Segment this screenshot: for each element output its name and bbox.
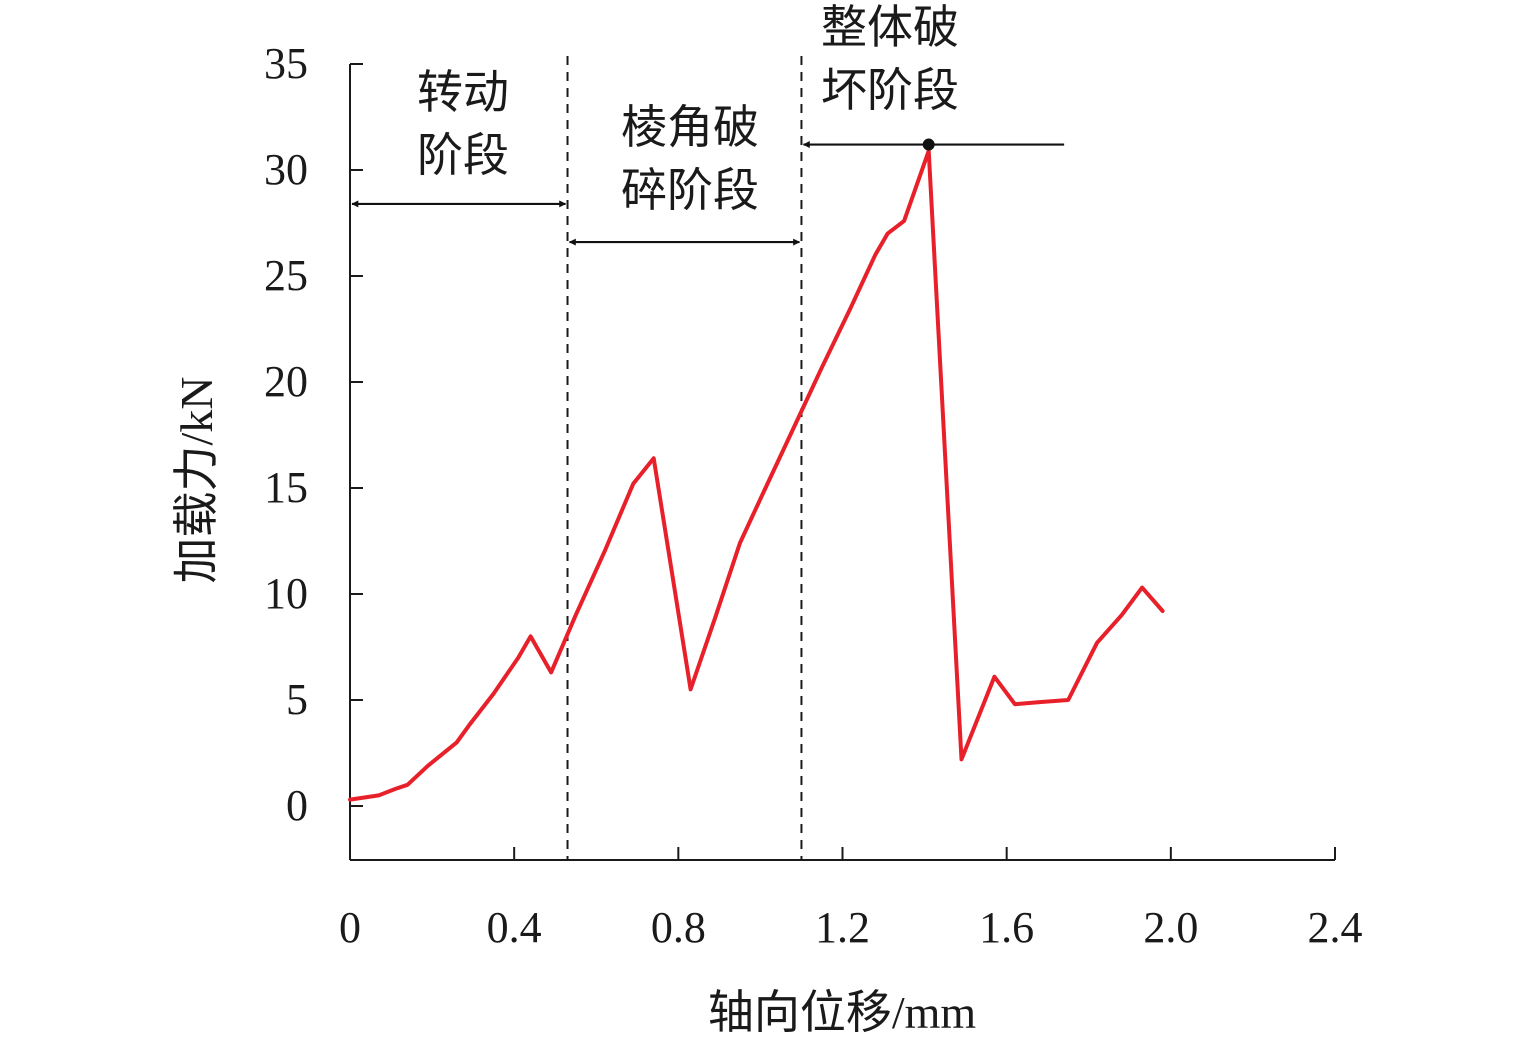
y-axis-title: 加载力/kN	[171, 377, 222, 584]
x-tick-label: 2.4	[1308, 903, 1363, 952]
y-tick-label: 10	[264, 569, 308, 618]
series-group	[348, 138, 1165, 802]
stage-label: 碎阶段	[621, 165, 759, 216]
stage-label: 棱角破	[621, 102, 759, 153]
x-tick-label: 1.6	[979, 903, 1034, 952]
axes: 0 5 10 15 20 25 30 35 0 0.4 0.8 1.2 1.6 2.0 2.4	[264, 39, 1363, 952]
series-line	[348, 148, 1165, 802]
x-tick-label: 2.0	[1143, 903, 1198, 952]
x-tick-label: 0.8	[651, 903, 706, 952]
stage-boundaries	[566, 56, 803, 860]
stage-label: 坏阶段	[821, 65, 959, 116]
y-tick-label: 15	[264, 463, 308, 512]
peak-marker	[922, 138, 935, 151]
y-tick-label: 35	[264, 39, 308, 88]
stage-label: 整体破	[821, 2, 959, 53]
x-tick-label: 0.4	[487, 903, 542, 952]
stage-label: 转动	[417, 67, 509, 118]
y-tick-label: 0	[286, 781, 308, 830]
x-tick-label: 0	[339, 903, 361, 952]
stage-label: 阶段	[417, 130, 509, 181]
x-axis-title: 轴向位移/mm	[708, 987, 977, 1038]
y-tick-label: 25	[264, 251, 308, 300]
y-tick-label: 20	[264, 357, 308, 406]
y-tick-label: 5	[286, 675, 308, 724]
x-tick-label: 1.2	[815, 903, 870, 952]
y-tick-label: 30	[264, 145, 308, 194]
